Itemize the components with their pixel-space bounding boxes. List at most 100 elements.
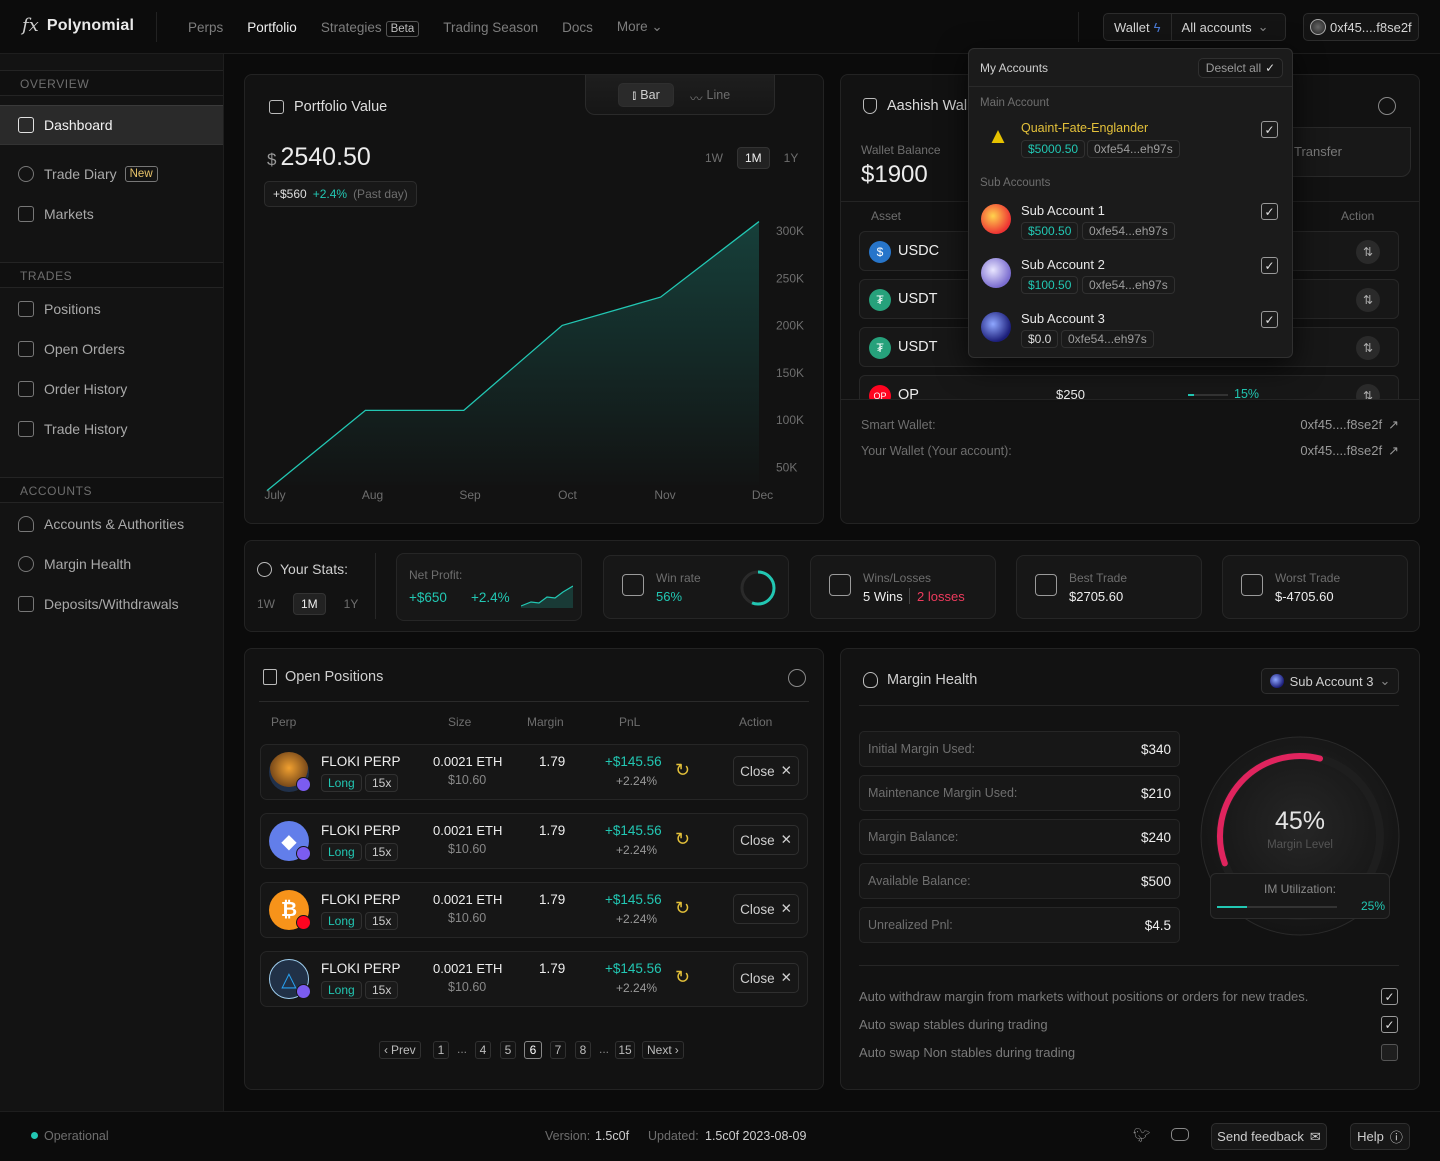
gear-icon[interactable] [788, 669, 806, 687]
discord-icon[interactable] [1171, 1128, 1189, 1141]
sidebar-item-label: Order History [44, 381, 128, 397]
close-icon: ✕ [780, 901, 792, 916]
position-margin: 1.79 [539, 754, 566, 769]
range-1y[interactable]: 1Y [783, 151, 799, 165]
sidebar-item-margin-health[interactable]: Margin Health [0, 544, 223, 584]
account-option[interactable]: ▲ Quaint-Fate-Englander $5000.50 0xfe54.… [979, 117, 1284, 167]
portfolio-value: $ 2540.50 [267, 143, 371, 172]
divider [259, 701, 809, 702]
your-wallet-link[interactable]: 0xf45....f8se2f ↗ [1300, 443, 1399, 459]
sidebar-item-deposits[interactable]: Deposits/Withdrawals [0, 584, 223, 624]
swap-icon[interactable]: ⇅ [1356, 336, 1380, 360]
account-checkbox[interactable]: ✓ [1261, 121, 1278, 138]
chart-x-tick: Aug [362, 488, 383, 502]
account-address: 0xfe54...eh97s [1087, 140, 1180, 158]
close-label: Close [740, 763, 775, 779]
close-position-button[interactable]: Close ✕ [733, 756, 799, 786]
nav-strategies[interactable]: Strategies Beta [320, 19, 420, 37]
sidebar-item-order-history[interactable]: Order History [0, 369, 223, 409]
sidebar-item-trade-history[interactable]: Trade History [0, 409, 223, 449]
transfer-tab[interactable]: Transfer [1271, 127, 1411, 177]
asset-pct: 15% [1234, 387, 1260, 399]
beta-badge: Beta [385, 20, 420, 37]
chart-series-line [266, 221, 760, 492]
close-position-button[interactable]: Close ✕ [733, 894, 799, 924]
line-toggle-button[interactable]: 〰 Line [690, 88, 730, 107]
send-feedback-button[interactable]: Send feedback ✉ [1211, 1123, 1327, 1150]
account-checkbox[interactable]: ✓ [1261, 257, 1278, 274]
close-icon: ✕ [780, 832, 792, 847]
sidebar-item-trade-diary[interactable]: Trade Diary New [0, 154, 223, 194]
im-bar-fill [1217, 906, 1247, 908]
gear-icon[interactable] [1378, 97, 1396, 115]
page-button[interactable]: 4 [475, 1041, 491, 1059]
smart-wallet-address: 0xf45....f8se2f [1300, 417, 1383, 432]
page-button[interactable]: 8 [575, 1041, 591, 1059]
page-button[interactable]: 7 [550, 1041, 566, 1059]
twitter-icon[interactable]: 🐦︎ [1133, 1127, 1151, 1143]
close-label: Close [740, 901, 775, 917]
chart-x-tick: Sep [459, 488, 481, 502]
account-checkbox[interactable]: ✓ [1261, 203, 1278, 220]
nav-portfolio[interactable]: Portfolio [247, 19, 297, 35]
deselect-all-button[interactable]: Deselct all ✓ [1198, 58, 1283, 78]
option-checkbox[interactable] [1381, 1044, 1398, 1061]
sidebar-item-markets[interactable]: Markets [0, 194, 223, 234]
option-label: Auto withdraw margin from markets withou… [859, 989, 1309, 1004]
diary-icon [18, 166, 34, 182]
sidebar-item-accounts[interactable]: Accounts & Authorities [0, 504, 223, 544]
version-value: 1.5c0f [595, 1129, 630, 1143]
nav-trading-season[interactable]: Trading Season [443, 19, 539, 35]
range-1w[interactable]: 1W [705, 151, 723, 165]
net-profit-card: Net Profit: +$650 +2.4% [396, 553, 582, 621]
stats-range-1w[interactable]: 1W [257, 597, 275, 611]
close-position-button[interactable]: Close ✕ [733, 825, 799, 855]
sidebar-item-positions[interactable]: Positions [0, 289, 223, 329]
wl-label: Wins/Losses [863, 571, 932, 585]
swap-icon[interactable]: ⇅ [1356, 384, 1380, 399]
prev-page-button[interactable]: ‹ Prev [379, 1041, 421, 1059]
wallet-button[interactable]: Wallet ϟ [1104, 14, 1172, 40]
wallet-account-selector[interactable]: Wallet ϟ All accounts ⌄ [1103, 13, 1286, 41]
sidebar-item-dashboard[interactable]: Dashboard [0, 105, 223, 145]
swap-icon[interactable]: ⇅ [1356, 240, 1380, 264]
accounts-dropdown-toggle[interactable]: All accounts ⌄ [1172, 19, 1279, 35]
stats-range-1m[interactable]: 1M [293, 593, 326, 615]
sidebar-item-open-orders[interactable]: Open Orders [0, 329, 223, 369]
address-button[interactable]: 0xf45....f8se2f [1303, 13, 1419, 41]
page-button[interactable]: 15 [615, 1041, 635, 1059]
chart-icon [829, 574, 851, 596]
table-row: ₿ FLOKI PERP Long 15x 0.0021 ETH $10.60 … [260, 882, 808, 938]
table-row: △ FLOKI PERP Long 15x 0.0021 ETH $10.60 … [260, 951, 808, 1007]
account-option[interactable]: Sub Account 3 $0.0 0xfe54...eh97s ✓ [979, 307, 1284, 357]
position-leverage: 15x [365, 981, 399, 999]
smart-wallet-link[interactable]: 0xf45....f8se2f ↗ [1300, 417, 1399, 433]
close-position-button[interactable]: Close ✕ [733, 963, 799, 993]
account-checkbox[interactable]: ✓ [1261, 311, 1278, 328]
option-checkbox[interactable]: ✓ [1381, 988, 1398, 1005]
bar-toggle-button[interactable]: ⫾ Bar [618, 83, 674, 107]
help-button[interactable]: Help ⓘ [1350, 1123, 1410, 1150]
nav-docs[interactable]: Docs [562, 19, 593, 35]
nav-strategies-label: Strategies [320, 19, 382, 35]
logo[interactable]: fx Polynomial [22, 15, 134, 36]
share-icon[interactable]: ↻ [675, 760, 691, 780]
position-side: Long [321, 912, 362, 930]
margin-account-select[interactable]: Sub Account 3 ⌄ [1261, 668, 1399, 694]
share-icon[interactable]: ↻ [675, 829, 691, 849]
page-button-current[interactable]: 6 [524, 1041, 542, 1059]
nav-more[interactable]: More ⌄ [617, 19, 663, 35]
page-button[interactable]: 5 [500, 1041, 516, 1059]
option-checkbox[interactable]: ✓ [1381, 1016, 1398, 1033]
swap-icon[interactable]: ⇅ [1356, 288, 1380, 312]
account-option[interactable]: Sub Account 2 $100.50 0xfe54...eh97s ✓ [979, 253, 1284, 303]
nav-perps[interactable]: Perps [188, 19, 224, 35]
share-icon[interactable]: ↻ [675, 967, 691, 987]
page-button[interactable]: 1 [433, 1041, 449, 1059]
next-page-button[interactable]: Next › [642, 1041, 684, 1059]
stats-range-1y[interactable]: 1Y [343, 597, 359, 611]
op-icon: OP [869, 385, 891, 399]
range-1m[interactable]: 1M [737, 147, 770, 169]
share-icon[interactable]: ↻ [675, 898, 691, 918]
account-option[interactable]: Sub Account 1 $500.50 0xfe54...eh97s ✓ [979, 199, 1284, 249]
